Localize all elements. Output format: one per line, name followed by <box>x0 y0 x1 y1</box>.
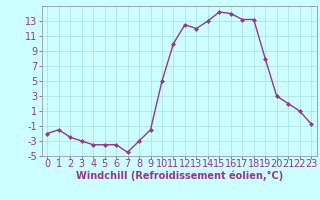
X-axis label: Windchill (Refroidissement éolien,°C): Windchill (Refroidissement éolien,°C) <box>76 170 283 181</box>
